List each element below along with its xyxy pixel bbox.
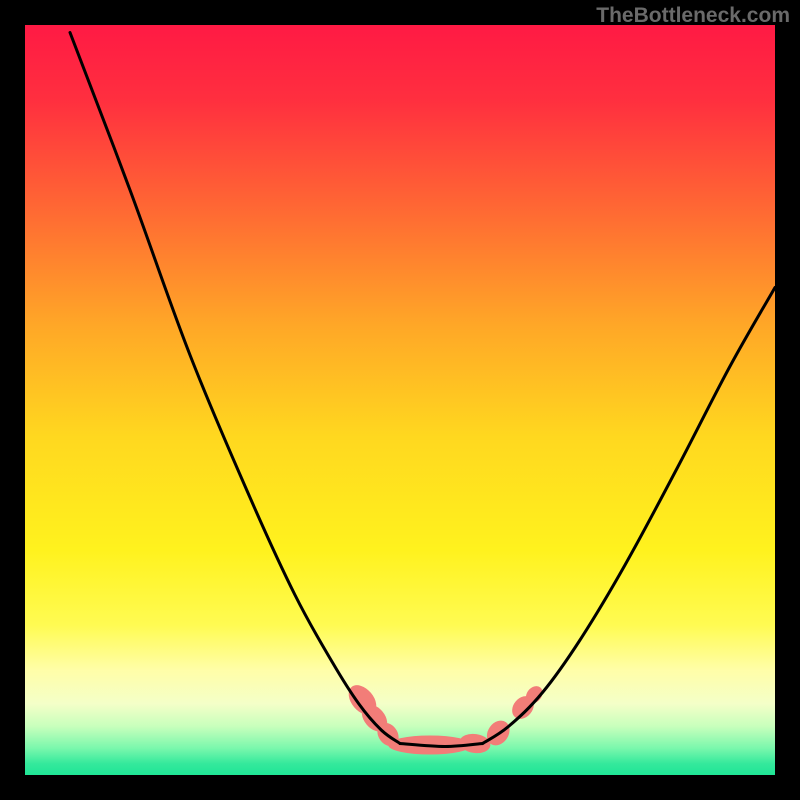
bottleneck-chart: [25, 25, 775, 775]
chart-frame: TheBottleneck.com: [0, 0, 800, 800]
gradient-background: [25, 25, 775, 775]
